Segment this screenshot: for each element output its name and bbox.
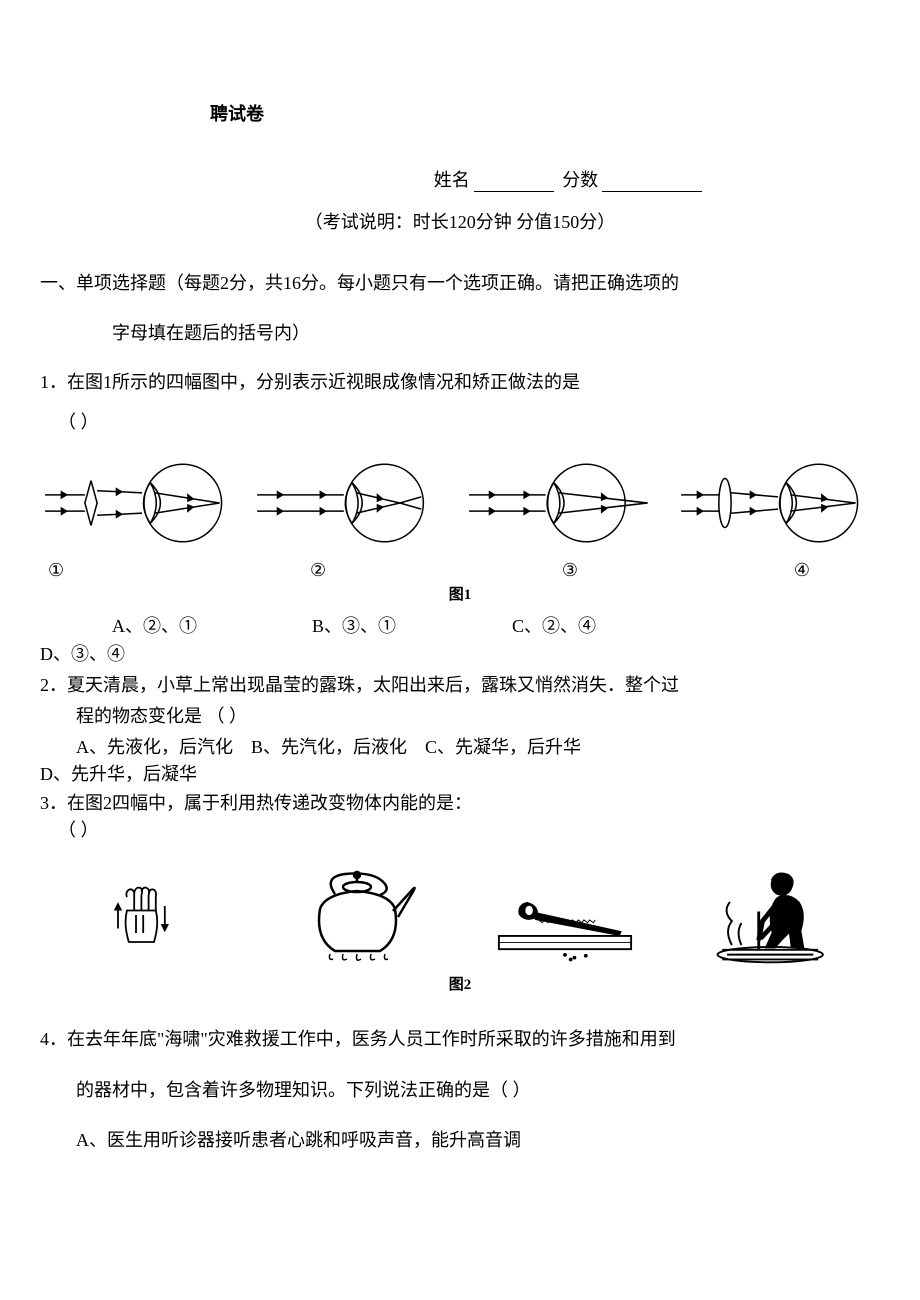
q1-opt-b: B、③、①: [312, 612, 512, 641]
q2-opt-c: C、先凝华，后升华: [425, 737, 581, 757]
q2-opt-d: D、先升华，后凝华: [40, 761, 880, 788]
q1-options: A、②、① B、③、① C、②、④: [40, 612, 880, 641]
eye-diagram-3: [464, 452, 668, 554]
saw-icon: [480, 884, 650, 969]
fig1-label-1: ①: [48, 560, 64, 581]
exam-title: 聘试卷: [210, 104, 264, 124]
figure2-caption: 图2: [40, 973, 880, 994]
q2-opt-a: A、先液化，后汽化: [76, 737, 233, 757]
score-label: 分数: [562, 170, 598, 190]
q1-text: 1．在图1所示的四幅图中，分别表示近视眼成像情况和矫正做法的是: [40, 363, 880, 403]
q2-opt-b: B、先汽化，后液化: [251, 737, 407, 757]
q4-opt-a: A、医生用听诊器接听患者心跳和呼吸声音，能升高音调: [76, 1115, 880, 1165]
score-blank: [602, 191, 702, 192]
q1-opt-d: D、③、④: [40, 641, 880, 668]
eye-diagram-4: [676, 452, 880, 554]
q3-paren: （ ）: [58, 817, 880, 844]
fire-drill-icon: [700, 854, 850, 969]
name-label: 姓名: [434, 170, 470, 190]
q2-line2: 程的物态变化是 （ ）: [76, 703, 880, 730]
q3-text: 3．在图2四幅中，属于利用热传递改变物体内能的是：: [40, 790, 880, 817]
q4-line2: 的器材中，包含着许多物理知识。下列说法正确的是（ ）: [76, 1065, 880, 1115]
exam-info: （考试说明：时长120分钟 分值150分）: [40, 208, 880, 234]
q2-options-abc: A、先液化，后汽化 B、先汽化，后液化 C、先凝华，后升华: [76, 734, 880, 761]
eye-diagram-1: [40, 452, 244, 554]
section-header-line2: 字母填在题后的括号内）: [112, 314, 880, 354]
kettle-icon: [280, 859, 430, 969]
q2-line1: 2．夏天清晨，小草上常出现晶莹的露珠，太阳出来后，露珠又悄然消失．整个过: [40, 672, 880, 699]
fig1-label-3: ③: [562, 560, 578, 581]
figure1-caption: 图1: [40, 583, 880, 604]
name-blank: [474, 191, 554, 192]
q1-paren: （ ）: [58, 403, 880, 443]
figure2-row: [40, 854, 880, 969]
fig1-label-4: ④: [794, 560, 810, 581]
q1-opt-c: C、②、④: [512, 612, 712, 641]
section-header-line1: 一、单项选择题（每题2分，共16分。每小题只有一个选项正确。请把正确选项的: [40, 264, 880, 304]
figure1-labels: ① ② ③ ④: [40, 560, 880, 581]
eye-diagram-2: [252, 452, 456, 554]
q4-line1: 4．在去年年底"海啸"灾难救援工作中，医务人员工作时所采取的许多措施和用到: [40, 1014, 880, 1064]
figure1-row: [40, 452, 880, 554]
hands-rubbing-icon: [90, 879, 200, 969]
fig1-label-2: ②: [310, 560, 326, 581]
name-score-row: 姓名 分数: [260, 166, 880, 192]
q1-opt-a: A、②、①: [112, 612, 312, 641]
